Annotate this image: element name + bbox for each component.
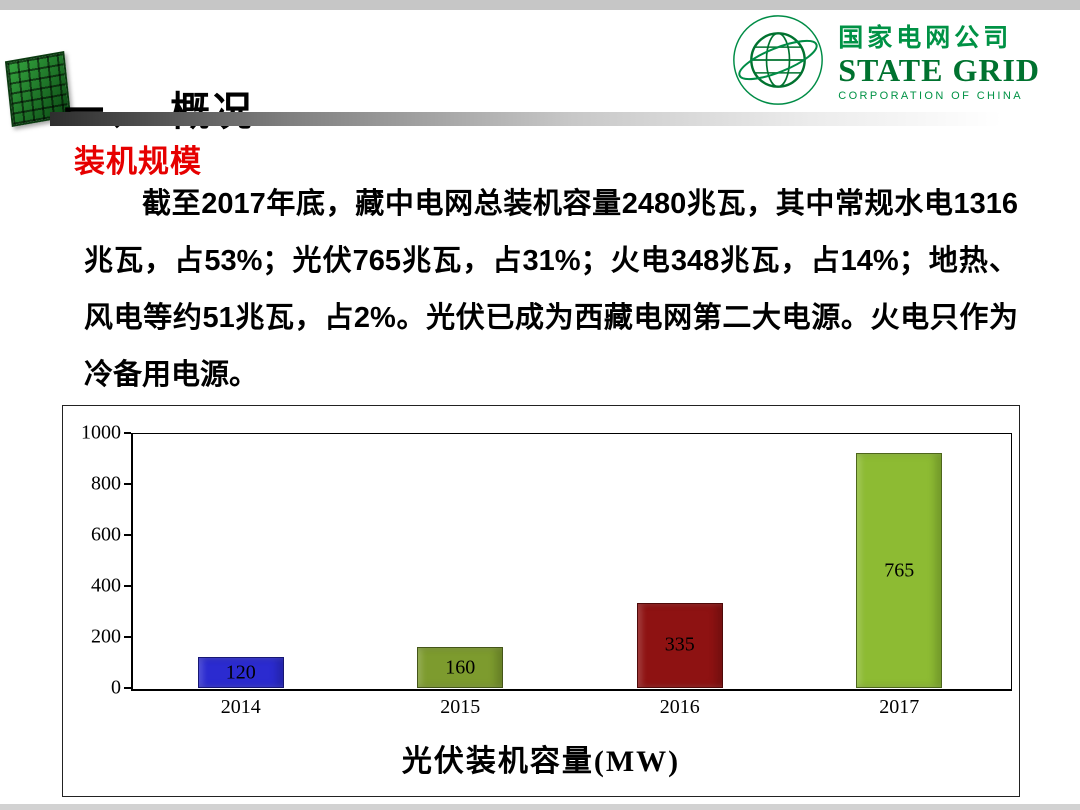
bar: 120 [197,657,284,688]
x-tick-label: 2015 [440,696,481,718]
y-tick-label: 1000 [81,421,121,444]
y-tick-mark [124,534,131,536]
logo-company-subtitle-en: CORPORATION OF CHINA [838,89,1023,102]
y-tick-mark [124,585,131,587]
y-tick-mark [124,483,131,485]
bar: 160 [417,647,504,688]
page-title: 一、 概况 [64,79,254,137]
bar-value-label: 335 [664,633,695,656]
y-tick-mark [124,432,131,434]
x-tick-label: 2017 [879,696,920,718]
x-tick-label: 2014 [220,696,261,718]
y-tick-label: 800 [91,472,121,495]
chart-title: 光伏装机容量(MW) [401,745,681,778]
bar-value-label: 765 [884,559,915,582]
bar-value-label: 160 [445,656,476,679]
bar: 335 [636,602,723,688]
y-tick-mark [124,636,131,638]
chart-panel: 光伏装机容量(MW) 0 200 400 600 800 1000 120 2014 160 20… [62,405,1020,797]
slide-bottom-edge [0,804,1080,810]
y-tick-label: 200 [91,625,121,648]
logo-text-block: 国家电网公司 STATE GRID CORPORATION OF CHINA [838,18,1040,102]
bar: 765 [856,453,943,688]
y-tick-label: 0 [111,676,121,699]
slide-top-edge [0,0,1080,10]
x-tick-label: 2016 [659,696,700,718]
y-tick-mark [124,687,131,689]
state-grid-logo: 国家电网公司 STATE GRID CORPORATION OF CHINA [732,14,1040,106]
logo-company-name-cn: 国家电网公司 [838,24,1013,53]
logo-company-name-en: STATE GRID [838,52,1040,89]
section-subtitle: 装机规模 [74,144,202,179]
plot-area [131,433,1012,691]
body-paragraph: 截至2017年底，藏中电网总装机容量2480兆瓦，其中常规水电1316兆瓦，占5… [84,188,1018,391]
state-grid-globe-icon [733,15,824,105]
y-tick-label: 400 [91,574,121,597]
bar-value-label: 120 [225,661,256,684]
title-divider [50,112,1002,126]
y-tick-label: 600 [91,523,121,546]
